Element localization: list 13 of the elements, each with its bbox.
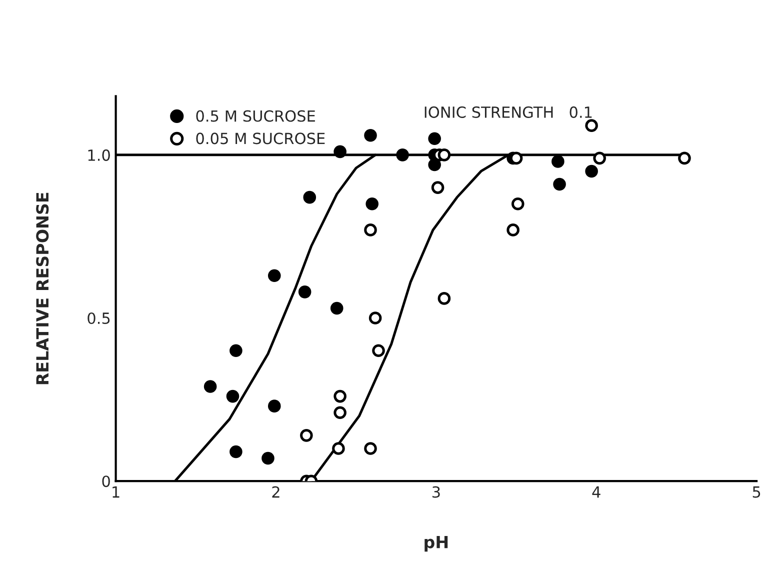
y-axis-title: RELATIVE RESPONSE (36, 192, 49, 384)
annotation: IONIC STRENGTH 0.1 (424, 106, 592, 118)
x-tick-label: 3 (432, 486, 440, 498)
legend-label: 0.5 M SUCROSE (196, 110, 315, 122)
x-tick-label: 2 (272, 486, 280, 498)
legend-label: 0.05 M SUCROSE (196, 132, 325, 144)
x-tick-label: 1 (112, 486, 120, 498)
y-tick-label: 0 (102, 476, 110, 488)
y-tick-label: 1.0 (88, 149, 110, 161)
y-tick-label: 0.5 (88, 312, 110, 324)
x-axis-title: pH (424, 536, 448, 552)
x-tick-label: 4 (592, 486, 600, 498)
x-tick-label: 5 (752, 486, 760, 498)
